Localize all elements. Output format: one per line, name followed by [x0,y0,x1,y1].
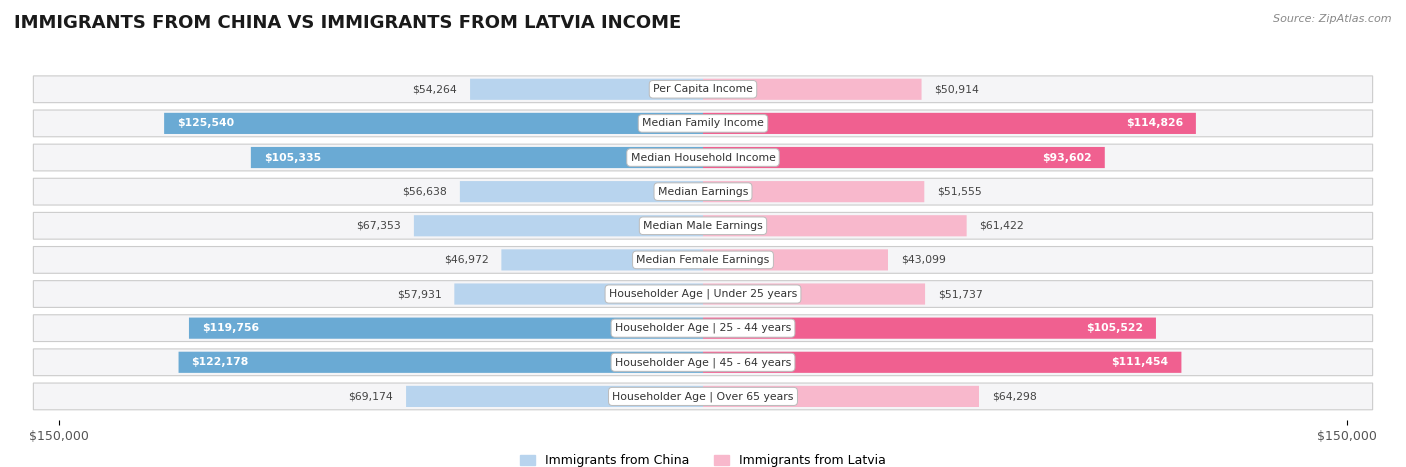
FancyBboxPatch shape [34,247,1372,273]
Text: $125,540: $125,540 [177,119,235,128]
FancyBboxPatch shape [34,315,1372,341]
FancyBboxPatch shape [703,113,1197,134]
FancyBboxPatch shape [34,110,1372,137]
Text: Median Family Income: Median Family Income [643,119,763,128]
Text: $67,353: $67,353 [356,221,401,231]
Text: $51,737: $51,737 [938,289,983,299]
FancyBboxPatch shape [703,386,979,407]
FancyBboxPatch shape [703,78,921,100]
Legend: Immigrants from China, Immigrants from Latvia: Immigrants from China, Immigrants from L… [520,454,886,467]
FancyBboxPatch shape [413,215,703,236]
Text: $46,972: $46,972 [444,255,488,265]
FancyBboxPatch shape [703,249,889,270]
FancyBboxPatch shape [34,178,1372,205]
Text: Householder Age | 25 - 44 years: Householder Age | 25 - 44 years [614,323,792,333]
FancyBboxPatch shape [34,383,1372,410]
FancyBboxPatch shape [703,181,924,202]
Text: $122,178: $122,178 [191,357,249,367]
Text: $50,914: $50,914 [935,84,980,94]
FancyBboxPatch shape [34,281,1372,307]
Text: Median Household Income: Median Household Income [630,153,776,163]
Text: IMMIGRANTS FROM CHINA VS IMMIGRANTS FROM LATVIA INCOME: IMMIGRANTS FROM CHINA VS IMMIGRANTS FROM… [14,14,682,32]
FancyBboxPatch shape [460,181,703,202]
FancyBboxPatch shape [34,212,1372,239]
FancyBboxPatch shape [34,349,1372,375]
FancyBboxPatch shape [703,352,1181,373]
FancyBboxPatch shape [703,318,1156,339]
Text: Median Earnings: Median Earnings [658,187,748,197]
FancyBboxPatch shape [703,147,1105,168]
FancyBboxPatch shape [34,76,1372,103]
FancyBboxPatch shape [454,283,703,304]
Text: Householder Age | 45 - 64 years: Householder Age | 45 - 64 years [614,357,792,368]
FancyBboxPatch shape [703,283,925,304]
Text: $119,756: $119,756 [202,323,259,333]
FancyBboxPatch shape [502,249,703,270]
Text: $43,099: $43,099 [901,255,946,265]
FancyBboxPatch shape [703,215,967,236]
FancyBboxPatch shape [250,147,703,168]
Text: $105,522: $105,522 [1085,323,1143,333]
Text: $51,555: $51,555 [938,187,981,197]
Text: $105,335: $105,335 [264,153,321,163]
Text: $111,454: $111,454 [1111,357,1168,367]
Text: Householder Age | Over 65 years: Householder Age | Over 65 years [612,391,794,402]
Text: Median Female Earnings: Median Female Earnings [637,255,769,265]
Text: $69,174: $69,174 [349,391,394,402]
Text: Per Capita Income: Per Capita Income [652,84,754,94]
Text: $57,931: $57,931 [396,289,441,299]
FancyBboxPatch shape [406,386,703,407]
FancyBboxPatch shape [188,318,703,339]
Text: Median Male Earnings: Median Male Earnings [643,221,763,231]
Text: $56,638: $56,638 [402,187,447,197]
Text: Householder Age | Under 25 years: Householder Age | Under 25 years [609,289,797,299]
FancyBboxPatch shape [165,113,703,134]
FancyBboxPatch shape [470,78,703,100]
FancyBboxPatch shape [34,144,1372,171]
FancyBboxPatch shape [179,352,703,373]
Text: $114,826: $114,826 [1126,119,1182,128]
Text: $64,298: $64,298 [991,391,1036,402]
Text: $61,422: $61,422 [980,221,1025,231]
Text: $54,264: $54,264 [412,84,457,94]
Text: Source: ZipAtlas.com: Source: ZipAtlas.com [1274,14,1392,24]
Text: $93,602: $93,602 [1042,153,1092,163]
